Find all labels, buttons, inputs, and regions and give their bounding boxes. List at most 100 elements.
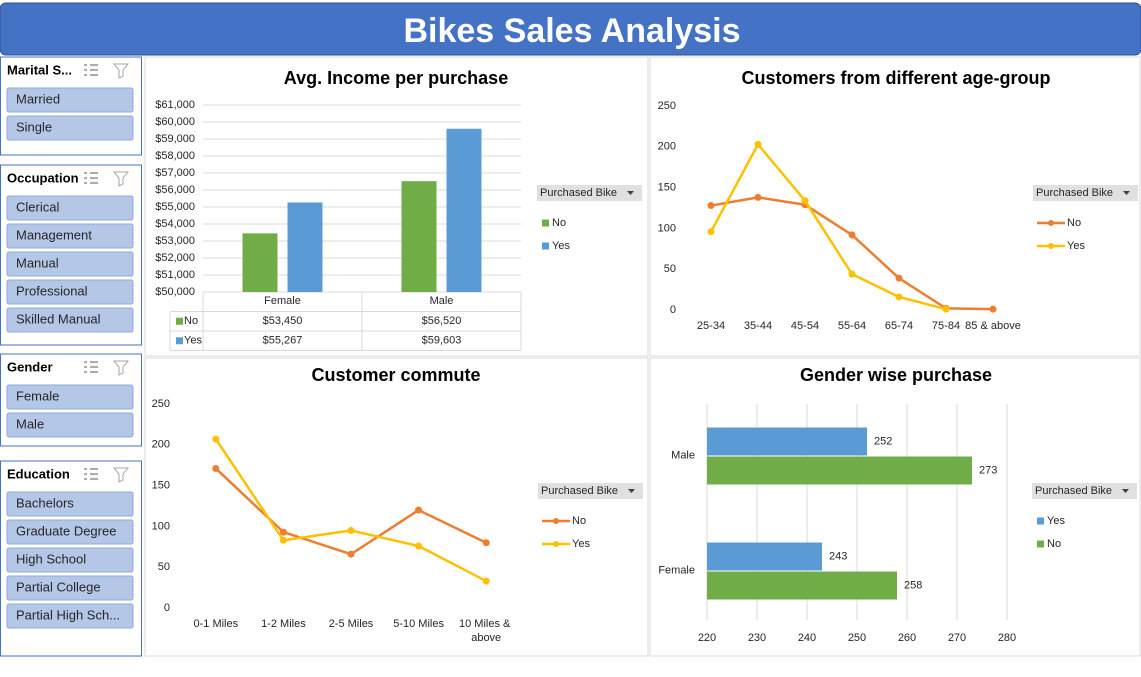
y-tick-label: $55,000	[155, 201, 195, 213]
data-label: 252	[874, 435, 892, 447]
y-tick-label: Female	[658, 564, 695, 576]
y-tick-label: 0	[164, 602, 170, 614]
point	[415, 542, 423, 550]
multi-select-icon[interactable]	[84, 64, 98, 76]
bar	[707, 456, 972, 485]
y-tick-label: 50	[158, 561, 170, 573]
x-tick-label: 5-10 Miles	[393, 618, 444, 630]
slicer-item[interactable]	[6, 547, 134, 573]
legend-dropdown[interactable]	[627, 191, 634, 195]
slicer-item-label: Single	[16, 119, 52, 134]
x-tick-label: 250	[848, 632, 866, 644]
bar	[242, 233, 278, 292]
slicer-item[interactable]	[6, 491, 134, 517]
chart-title: Customers from different age-group	[741, 68, 1050, 88]
y-tick-label: $57,000	[155, 167, 195, 179]
x-tick-label: 0-1 Miles	[193, 618, 238, 630]
y-tick-label: $58,000	[155, 150, 195, 162]
clear-filter-icon[interactable]	[112, 63, 130, 79]
y-tick-label: 0	[670, 304, 676, 316]
clear-filter-icon[interactable]	[112, 467, 130, 483]
slicer-item[interactable]	[6, 223, 134, 249]
point	[942, 305, 950, 313]
y-tick-label: $59,000	[155, 133, 195, 145]
multi-select-icon[interactable]	[84, 172, 98, 184]
legend-title: Purchased Bike	[1035, 485, 1112, 497]
panel	[649, 357, 1141, 657]
x-tick-label: 25-34	[697, 320, 725, 332]
header-bar	[0, 2, 1141, 56]
clear-filter-icon[interactable]	[112, 171, 130, 187]
legend-key	[553, 518, 559, 524]
point	[895, 293, 903, 301]
y-tick-label: 100	[152, 520, 170, 532]
bar	[707, 571, 897, 600]
x-tick-label: 65-74	[885, 320, 913, 332]
point	[895, 274, 903, 282]
slicer-item-label: Female	[16, 388, 59, 403]
legend-dropdown[interactable]	[1123, 191, 1130, 195]
legend-header[interactable]	[1032, 483, 1137, 499]
point	[482, 539, 490, 547]
slicer-item-label: Clerical	[16, 199, 59, 214]
point	[279, 528, 287, 536]
legend-label: Yes	[572, 538, 590, 550]
slicer-item[interactable]	[6, 603, 134, 629]
legend-key	[553, 541, 559, 547]
slicer-item[interactable]	[6, 575, 134, 601]
slicer-item-label: Manual	[16, 255, 59, 270]
clear-filter-icon[interactable]	[112, 360, 130, 376]
multi-select-icon[interactable]	[84, 361, 98, 373]
point	[347, 526, 355, 534]
legend-label: No	[1047, 538, 1061, 550]
legend-header[interactable]	[538, 483, 643, 499]
slicer-item[interactable]	[6, 87, 134, 113]
x-tick-label: 10 Miles & above	[459, 618, 513, 644]
y-tick-label: $51,000	[155, 269, 195, 281]
y-tick-label: $61,000	[155, 99, 195, 111]
legend-title: Purchased Bike	[1036, 187, 1113, 199]
slicer-item-label: Married	[16, 91, 60, 106]
table-legend-key	[176, 337, 183, 345]
slicer-title: Education	[7, 466, 70, 481]
bar	[401, 181, 437, 292]
point	[707, 228, 715, 236]
line	[709, 143, 947, 311]
slicer-item[interactable]	[6, 519, 134, 545]
slicer-item[interactable]	[6, 251, 134, 277]
legend-header[interactable]	[1033, 185, 1138, 201]
legend-dropdown[interactable]	[1122, 489, 1129, 493]
y-tick-label: 100	[658, 222, 676, 234]
line	[710, 196, 994, 311]
slicer-item-label: Management	[16, 227, 92, 242]
line	[214, 438, 487, 583]
multi-select-icon[interactable]	[84, 468, 98, 480]
x-tick-label: 35-44	[744, 320, 772, 332]
slicer-item[interactable]	[6, 412, 134, 438]
slicer-item[interactable]	[6, 195, 134, 221]
panel	[144, 357, 649, 657]
point	[212, 435, 220, 443]
x-tick-label: 55-64	[838, 320, 866, 332]
slicer-item[interactable]	[6, 279, 134, 305]
chart-title: Customer commute	[311, 365, 480, 385]
y-tick-label: 50	[664, 263, 676, 275]
point	[415, 506, 423, 514]
point	[848, 270, 856, 278]
x-tick-label: 260	[898, 632, 916, 644]
point	[801, 197, 809, 205]
slicer-title: Gender	[7, 359, 53, 374]
y-tick-label: $52,000	[155, 252, 195, 264]
y-tick-label: 250	[658, 100, 676, 112]
slicer-item[interactable]	[6, 115, 134, 141]
legend-header[interactable]	[537, 185, 642, 201]
x-tick-label: 1-2 Miles	[261, 618, 306, 630]
y-tick-label: $53,000	[155, 235, 195, 247]
point	[212, 464, 220, 472]
bar	[707, 427, 867, 456]
slicer-item[interactable]	[6, 384, 134, 410]
table-row-label: Yes	[184, 335, 202, 347]
legend-dropdown[interactable]	[628, 489, 635, 493]
slicer-item[interactable]	[6, 307, 134, 333]
legend-label: No	[552, 217, 566, 229]
